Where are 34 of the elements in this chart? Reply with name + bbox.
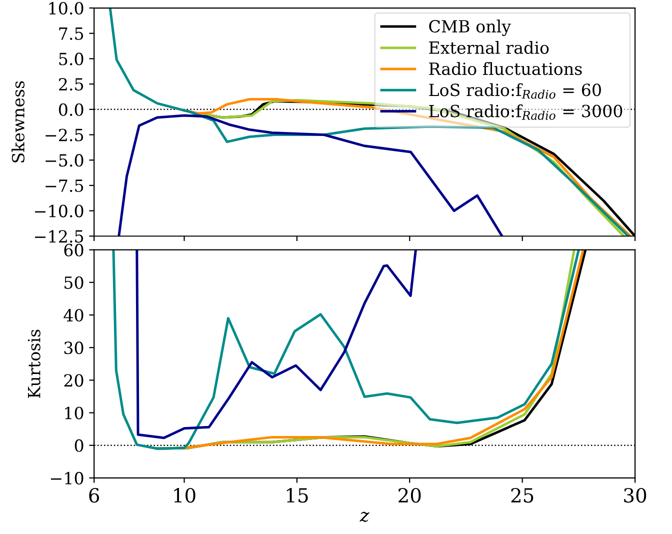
y-tick-label: 40 [64,308,84,322]
y-tick-label: 0.0 [58,103,84,116]
y-tick-label: 7.5 [59,28,84,40]
legend-label: Radio fluctuations [429,62,582,76]
legend-label: External radio [429,41,549,54]
y-tick-label: 2.5 [58,78,84,91]
y-tick-label: 50 [64,276,84,289]
x-tick-label: 20 [398,488,421,503]
x-tick-label: 15 [286,488,308,503]
legend-label: LoS radio:f$_{Radio}$ = 3000 [429,104,622,120]
x-tick-label: 10 [174,488,196,503]
line-series [108,8,630,236]
line-series [136,250,417,440]
y-tick-label: 60 [64,244,84,256]
y-axis-title: Kurtosis [28,330,40,398]
legend-label: LoS radio:f$_{Radio}$ = 60 [429,83,601,99]
y-tick-label: −7.5 [46,180,84,192]
y-tick-label: −2.5 [46,128,84,142]
y-tick-label: 10.0 [49,2,84,15]
y-tick-label: −12.5 [35,230,84,243]
y-tick-label: 30 [64,342,84,354]
x-tick-label: 6 [89,488,100,503]
x-tick-label: 30 [624,488,646,503]
x-tick-label: 25 [511,488,534,503]
y-tick-label: −5.0 [46,154,84,167]
y-tick-label: −10.0 [35,204,84,218]
y-tick-label: −10 [50,472,84,484]
y-tick-label: 0 [74,439,84,452]
legend-label: CMB only [429,20,512,36]
x-axis-title: z [360,512,370,522]
y-axis-title: Skewness [12,81,24,162]
y-tick-label: 10 [65,406,84,420]
y-tick-label: 20 [64,374,84,387]
y-tick-label: 5.0 [59,52,84,66]
